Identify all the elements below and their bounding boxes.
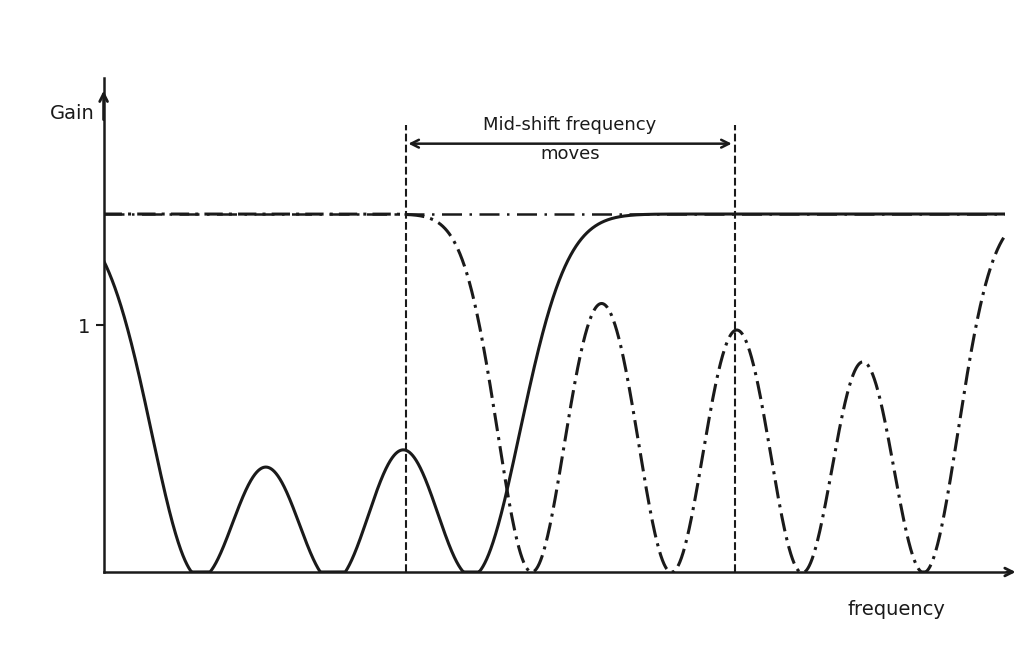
Text: frequency: frequency	[847, 601, 946, 619]
Text: moves: moves	[540, 145, 600, 163]
Text: Gain: Gain	[50, 104, 94, 124]
Text: Mid-shift frequency: Mid-shift frequency	[484, 116, 657, 134]
